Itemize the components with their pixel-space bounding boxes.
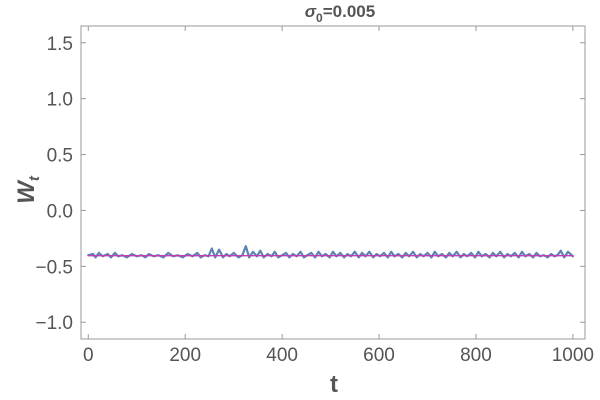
x-tick-label: 600 xyxy=(363,345,395,366)
y-tick-label: 1.0 xyxy=(47,90,73,111)
x-axis: 0 200 400 600 800 1000 xyxy=(83,26,594,366)
chart-title-subscript: 0 xyxy=(316,11,323,25)
y-tick-label: 0.0 xyxy=(47,201,73,222)
chart-title-suffix: =0.005 xyxy=(323,2,375,21)
x-tick-label: 400 xyxy=(266,345,298,366)
chart-title-symbol: σ xyxy=(305,2,317,21)
y-axis-title: Wt xyxy=(13,175,43,204)
x-tick-label: 1000 xyxy=(552,345,594,366)
y-axis: −1.0 −0.5 0.0 0.5 1.0 1.5 xyxy=(35,34,585,334)
x-tick-label: 800 xyxy=(460,345,492,366)
y-tick-label: −0.5 xyxy=(35,257,73,278)
y-axis-title-main: W xyxy=(13,179,40,204)
y-tick-label: 0.5 xyxy=(47,146,73,167)
plot-frame xyxy=(80,25,586,340)
y-tick-label: −1.0 xyxy=(35,313,73,334)
x-tick-label: 200 xyxy=(169,345,201,366)
x-axis-title: t xyxy=(330,371,338,398)
y-tick-label: 1.5 xyxy=(47,34,73,55)
chart-title: σ0=0.005 xyxy=(305,2,375,25)
y-axis-title-subscript: t xyxy=(26,175,43,181)
plot-area xyxy=(87,245,575,259)
x-tick-label: 0 xyxy=(83,345,94,366)
